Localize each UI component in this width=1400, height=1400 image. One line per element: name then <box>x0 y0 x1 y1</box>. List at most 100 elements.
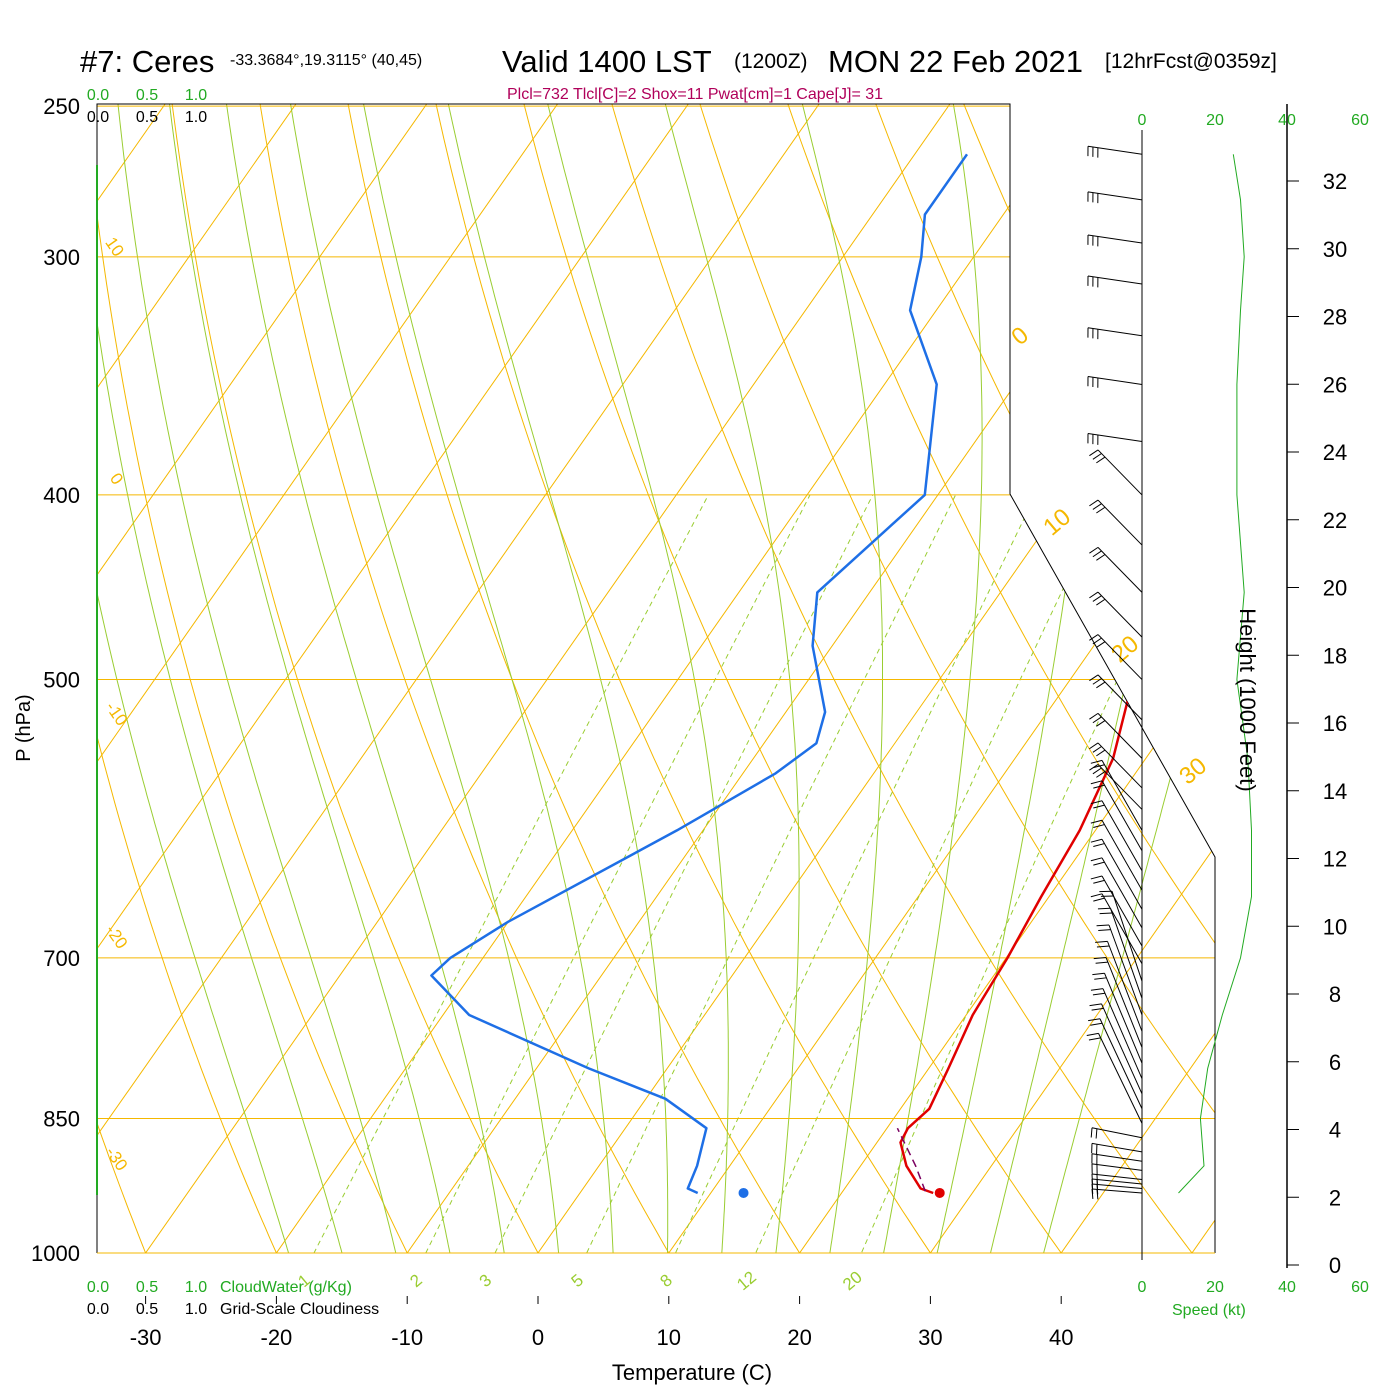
dry-adiabat-line <box>1386 72 1400 1293</box>
mixing-ratio-line <box>474 494 874 1253</box>
wind-barb-flag <box>1089 499 1099 507</box>
moist-adiabat-line <box>539 104 729 1253</box>
dry-adiabat-label: 0 <box>106 470 127 489</box>
wind-barb-flag <box>1092 550 1102 558</box>
background-lines <box>0 72 1400 1293</box>
wind-barb-flag <box>1096 554 1106 561</box>
wind-barb <box>1101 875 1143 947</box>
moist-adiabat-line <box>793 104 883 1253</box>
wind-barb <box>1097 713 1143 759</box>
wind-barb <box>1111 891 1143 982</box>
moist-adiabat-line <box>165 104 458 1253</box>
wind-barb-flag <box>1088 1037 1101 1041</box>
dry-adiabat-line <box>97 104 296 1253</box>
sounding-params: Plcl=732 Tlcl[C]=2 Shox=11 Pwat[cm]=1 Ca… <box>507 86 883 103</box>
dry-adiabat-line <box>0 72 29 1293</box>
mixing-ratio-line <box>656 494 1037 1253</box>
wind-barb <box>1091 1188 1143 1194</box>
wind-barb-flag <box>1090 819 1103 824</box>
wind-barb <box>1087 375 1143 385</box>
height-axis-title: Height (1000 Feet) <box>1235 608 1260 791</box>
wind-barb-flag <box>1090 1022 1103 1026</box>
wind-barb-flag <box>1096 924 1110 927</box>
x-tick-label: -30 <box>130 1325 162 1350</box>
wind-barb <box>1097 499 1143 546</box>
wind-barb-flag <box>1098 929 1111 932</box>
wind-barb-flag <box>1095 940 1108 943</box>
cloudwater-scale-top: 0.0 <box>87 87 109 104</box>
wind-barb <box>1097 764 1143 810</box>
isotherm-line <box>1163 104 1215 1253</box>
cloudiness-scale-bottom: 1.0 <box>185 1301 207 1318</box>
height-tick-label: 20 <box>1323 576 1347 601</box>
speed-scale-top: 40 <box>1278 112 1296 129</box>
speed-scale-top: 60 <box>1351 112 1369 129</box>
wind-barb <box>1102 988 1143 1079</box>
dry-adiabat-line <box>97 104 428 1253</box>
moist-adiabat-line <box>357 104 615 1253</box>
wind-barb-flag <box>1092 992 1106 996</box>
pressure-tick-label: 1000 <box>31 1241 80 1266</box>
wind-barb <box>1087 145 1143 155</box>
mixing-ratio-label: 3 <box>476 1270 495 1291</box>
height-tick-label: 12 <box>1323 847 1347 872</box>
isotherm-line <box>97 104 711 1253</box>
height-tick-label: 10 <box>1323 914 1347 939</box>
wind-barb-flag <box>1093 897 1105 902</box>
dry-adiabat-label: 10 <box>1038 503 1076 541</box>
mixing-ratio-label: 20 <box>839 1267 866 1294</box>
isotherm-line <box>901 104 1215 1253</box>
wind-barb <box>1101 760 1143 831</box>
wind-barb-flag <box>1097 907 1111 910</box>
isotherm-line <box>640 104 1215 1253</box>
moist-adiabat-line <box>221 104 511 1253</box>
isotherm-line <box>247 104 1104 1253</box>
height-tick-label: 2 <box>1329 1185 1341 1210</box>
axes: -30 -20 -10 0 10 20 30 402503004005007008501000… <box>31 87 1369 1350</box>
dry-adiabat-line <box>428 104 959 1253</box>
wind-barb-flag <box>1090 988 1104 991</box>
wind-barb-flag <box>1093 843 1105 848</box>
height-tick-label: 32 <box>1323 169 1347 194</box>
cloudiness-label: Grid-Scale Cloudiness <box>220 1301 379 1318</box>
speed-scale-bottom: 40 <box>1278 1279 1296 1296</box>
station-name: #7: Ceres <box>80 44 214 79</box>
wind-barb-flag <box>1090 1127 1093 1138</box>
cloudwater-label: CloudWater (g/Kg) <box>220 1279 352 1296</box>
wind-barb-flag <box>1092 716 1102 724</box>
mixing-ratio-line <box>292 494 709 1253</box>
cloudiness-scale-bottom: 0.5 <box>136 1301 158 1318</box>
speed-scale-top: 20 <box>1206 112 1224 129</box>
wind-barb <box>1101 1003 1143 1095</box>
isotherm-line <box>97 104 581 1253</box>
speed-scale-bottom: 60 <box>1351 1279 1369 1296</box>
cloudiness-scale-top: 1.0 <box>185 109 207 126</box>
x-tick-label: -10 <box>391 1325 423 1350</box>
wind-barb <box>1101 800 1143 871</box>
dry-adiabat-line <box>776 104 1215 1253</box>
dewpoint-line <box>430 153 969 1195</box>
wind-barb-flag <box>1090 759 1103 764</box>
wind-barb-flag <box>1093 861 1105 866</box>
moist-adiabat-line <box>97 104 301 1253</box>
height-tick-label: 8 <box>1329 982 1341 1007</box>
wind-barb-flag <box>1096 456 1106 464</box>
speed-label: Speed (kt) <box>1172 1302 1246 1319</box>
wind-barb <box>1101 893 1143 965</box>
moist-adiabat-line <box>114 104 406 1253</box>
dry-adiabat-label: 30 <box>1174 752 1212 790</box>
wind-barb <box>1091 1142 1143 1153</box>
wind-barb <box>1091 1153 1143 1162</box>
wind-barb <box>1105 957 1143 1048</box>
wind-barb <box>1087 433 1143 443</box>
wind-barb-flag <box>1089 634 1099 641</box>
moist-adiabat-line <box>980 104 1215 1253</box>
wind-barb <box>1091 1173 1143 1181</box>
wind-barb <box>1110 908 1143 999</box>
dry-adiabat-line <box>602 104 1215 1253</box>
x-tick-label: 10 <box>657 1325 681 1350</box>
height-tick-label: 26 <box>1323 372 1347 397</box>
wind-speed-profile <box>1178 154 1252 1194</box>
wind-barb <box>1091 1163 1143 1171</box>
